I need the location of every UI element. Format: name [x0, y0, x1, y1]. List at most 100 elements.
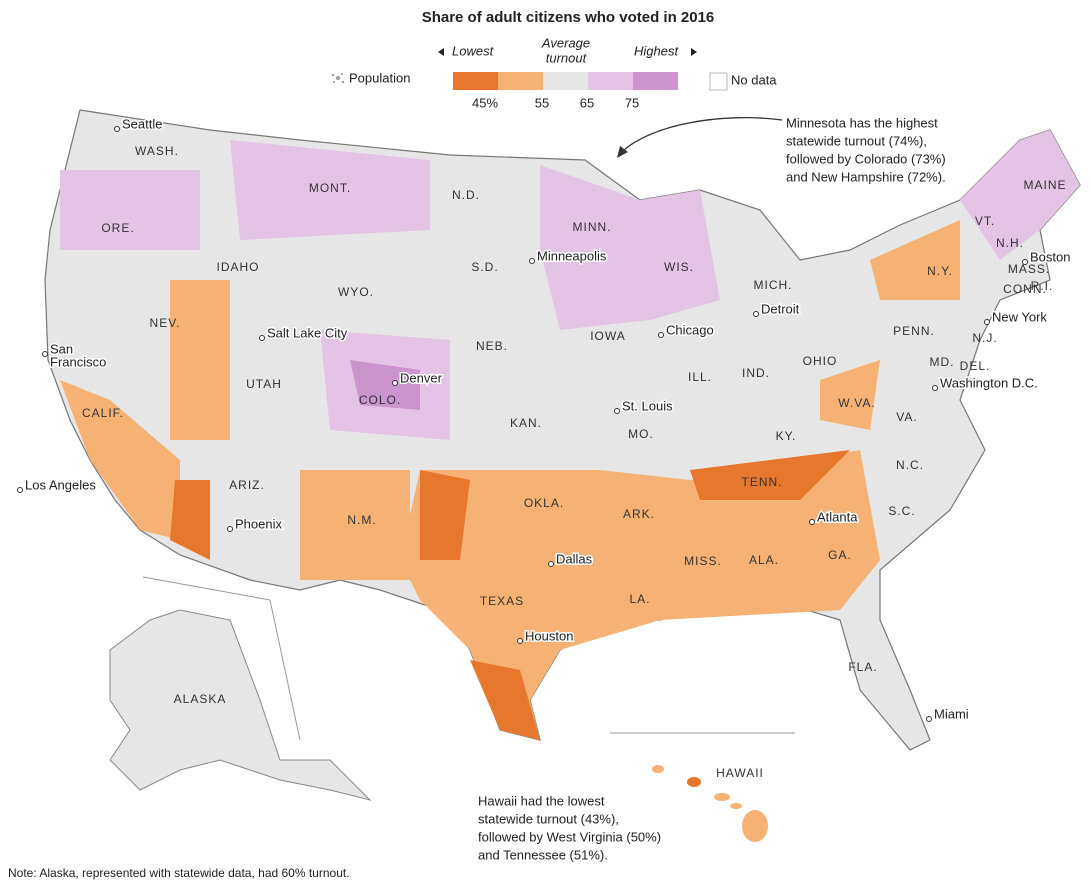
pop-dot — [336, 76, 340, 80]
state-label: S.C. — [888, 504, 915, 518]
legend-swatch — [498, 72, 543, 90]
purple-region — [540, 165, 720, 330]
orange-region — [690, 450, 850, 500]
city-label: Minneapolis — [537, 248, 607, 263]
state-label: MONT. — [309, 181, 351, 195]
state-label: VT. — [975, 214, 995, 228]
orange-region — [420, 470, 470, 560]
annotation: followed by West Virginia (50%) — [478, 829, 661, 844]
state-label: LA. — [629, 592, 650, 606]
legend-average: turnout — [546, 50, 588, 65]
legend-lowest: Lowest — [452, 43, 495, 58]
city-dot — [614, 408, 620, 414]
pop-dot — [331, 73, 335, 77]
purple-region — [350, 360, 420, 410]
hawaii-island — [730, 803, 742, 809]
city-label: New York — [992, 309, 1047, 324]
lowest-arrow — [438, 48, 444, 56]
city-label: San — [50, 341, 73, 356]
state-label: MO. — [628, 427, 654, 441]
inset-border — [142, 576, 301, 741]
city-dot — [1022, 259, 1028, 265]
legend-swatch — [543, 72, 588, 90]
city-dot — [227, 526, 233, 532]
state-label: TENN. — [742, 475, 783, 489]
state-label: R.I. — [1031, 279, 1054, 293]
city-label: St. Louis — [622, 398, 673, 413]
map-shapes — [44, 109, 1081, 842]
annotation: statewide turnout (43%), — [478, 811, 619, 826]
state-label: UTAH — [246, 377, 282, 391]
state-label: NEV. — [150, 316, 181, 330]
state-label: IOWA — [590, 329, 626, 343]
state-label: NEB. — [476, 339, 508, 353]
city-dot — [932, 385, 938, 391]
city-dot — [753, 311, 759, 317]
population-icon — [331, 73, 345, 84]
pop-dot — [341, 73, 343, 75]
pop-dot — [341, 80, 345, 84]
annotation: Minnesota has the highest — [786, 115, 938, 130]
city-label: Chicago — [666, 322, 714, 337]
annotation: and New Hampshire (72%). — [786, 169, 946, 184]
state-label: ORE. — [101, 221, 134, 235]
city-label: Los Angeles — [25, 477, 96, 492]
state-label: N.H. — [996, 236, 1024, 250]
city-label: Houston — [525, 628, 573, 643]
orange-region — [820, 360, 880, 430]
city-label: Detroit — [761, 301, 800, 316]
city-label: Washington D.C. — [940, 375, 1038, 390]
annotation: Hawaii had the lowest — [478, 793, 605, 808]
legend-highest: Highest — [634, 43, 679, 58]
state-label: MD. — [930, 355, 955, 369]
state-label: N.C. — [896, 458, 924, 472]
city-dot — [392, 380, 398, 386]
city-dot — [809, 519, 815, 525]
arrow-head — [617, 146, 628, 158]
state-label: COLO. — [359, 393, 401, 407]
city-dot — [529, 258, 535, 264]
state-label: KAN. — [510, 416, 542, 430]
city-dot — [17, 487, 23, 493]
orange-region — [60, 380, 180, 540]
state-label: PENN. — [893, 324, 935, 338]
state-label: MASS. — [1008, 262, 1050, 276]
legend-population: Population — [349, 70, 410, 85]
legend-no-data: No data — [731, 72, 777, 87]
state-label: WYO. — [338, 285, 374, 299]
state-label: ARK. — [623, 507, 655, 521]
state-label: ALA. — [749, 553, 779, 567]
note: Note: Alaska, represented with statewide… — [8, 866, 350, 880]
hawaii-island — [714, 793, 730, 801]
annotation: statewide turnout (74%), — [786, 133, 927, 148]
orange-region — [170, 480, 210, 560]
city-dot — [926, 716, 932, 722]
orange-region — [470, 660, 540, 740]
state-label: S.D. — [471, 260, 498, 274]
orange-region — [400, 450, 880, 740]
legend-swatch — [633, 72, 678, 90]
state-label: N.J. — [972, 331, 997, 345]
city-label: Francisco — [50, 354, 106, 369]
purple-region — [960, 130, 1080, 260]
state-label: ARIZ. — [229, 478, 265, 492]
arrow — [621, 117, 783, 153]
state-label: HAWAII — [716, 766, 764, 780]
city-label: Seattle — [122, 116, 162, 131]
city-label: Phoenix — [235, 516, 282, 531]
state-label: WIS. — [664, 260, 694, 274]
city-label: Dallas — [556, 551, 593, 566]
state-label: DEL. — [960, 359, 991, 373]
state-label: VA. — [896, 410, 917, 424]
legend-average: Average — [541, 35, 590, 50]
city-label: Denver — [400, 370, 443, 385]
city-label: Miami — [934, 706, 969, 721]
city-label: Salt Lake City — [267, 325, 348, 340]
orange-region — [170, 280, 230, 440]
state-label: ILL. — [688, 370, 712, 384]
alaska — [109, 609, 372, 801]
hawaii-island — [652, 765, 664, 773]
state-label: IDAHO — [216, 260, 259, 274]
